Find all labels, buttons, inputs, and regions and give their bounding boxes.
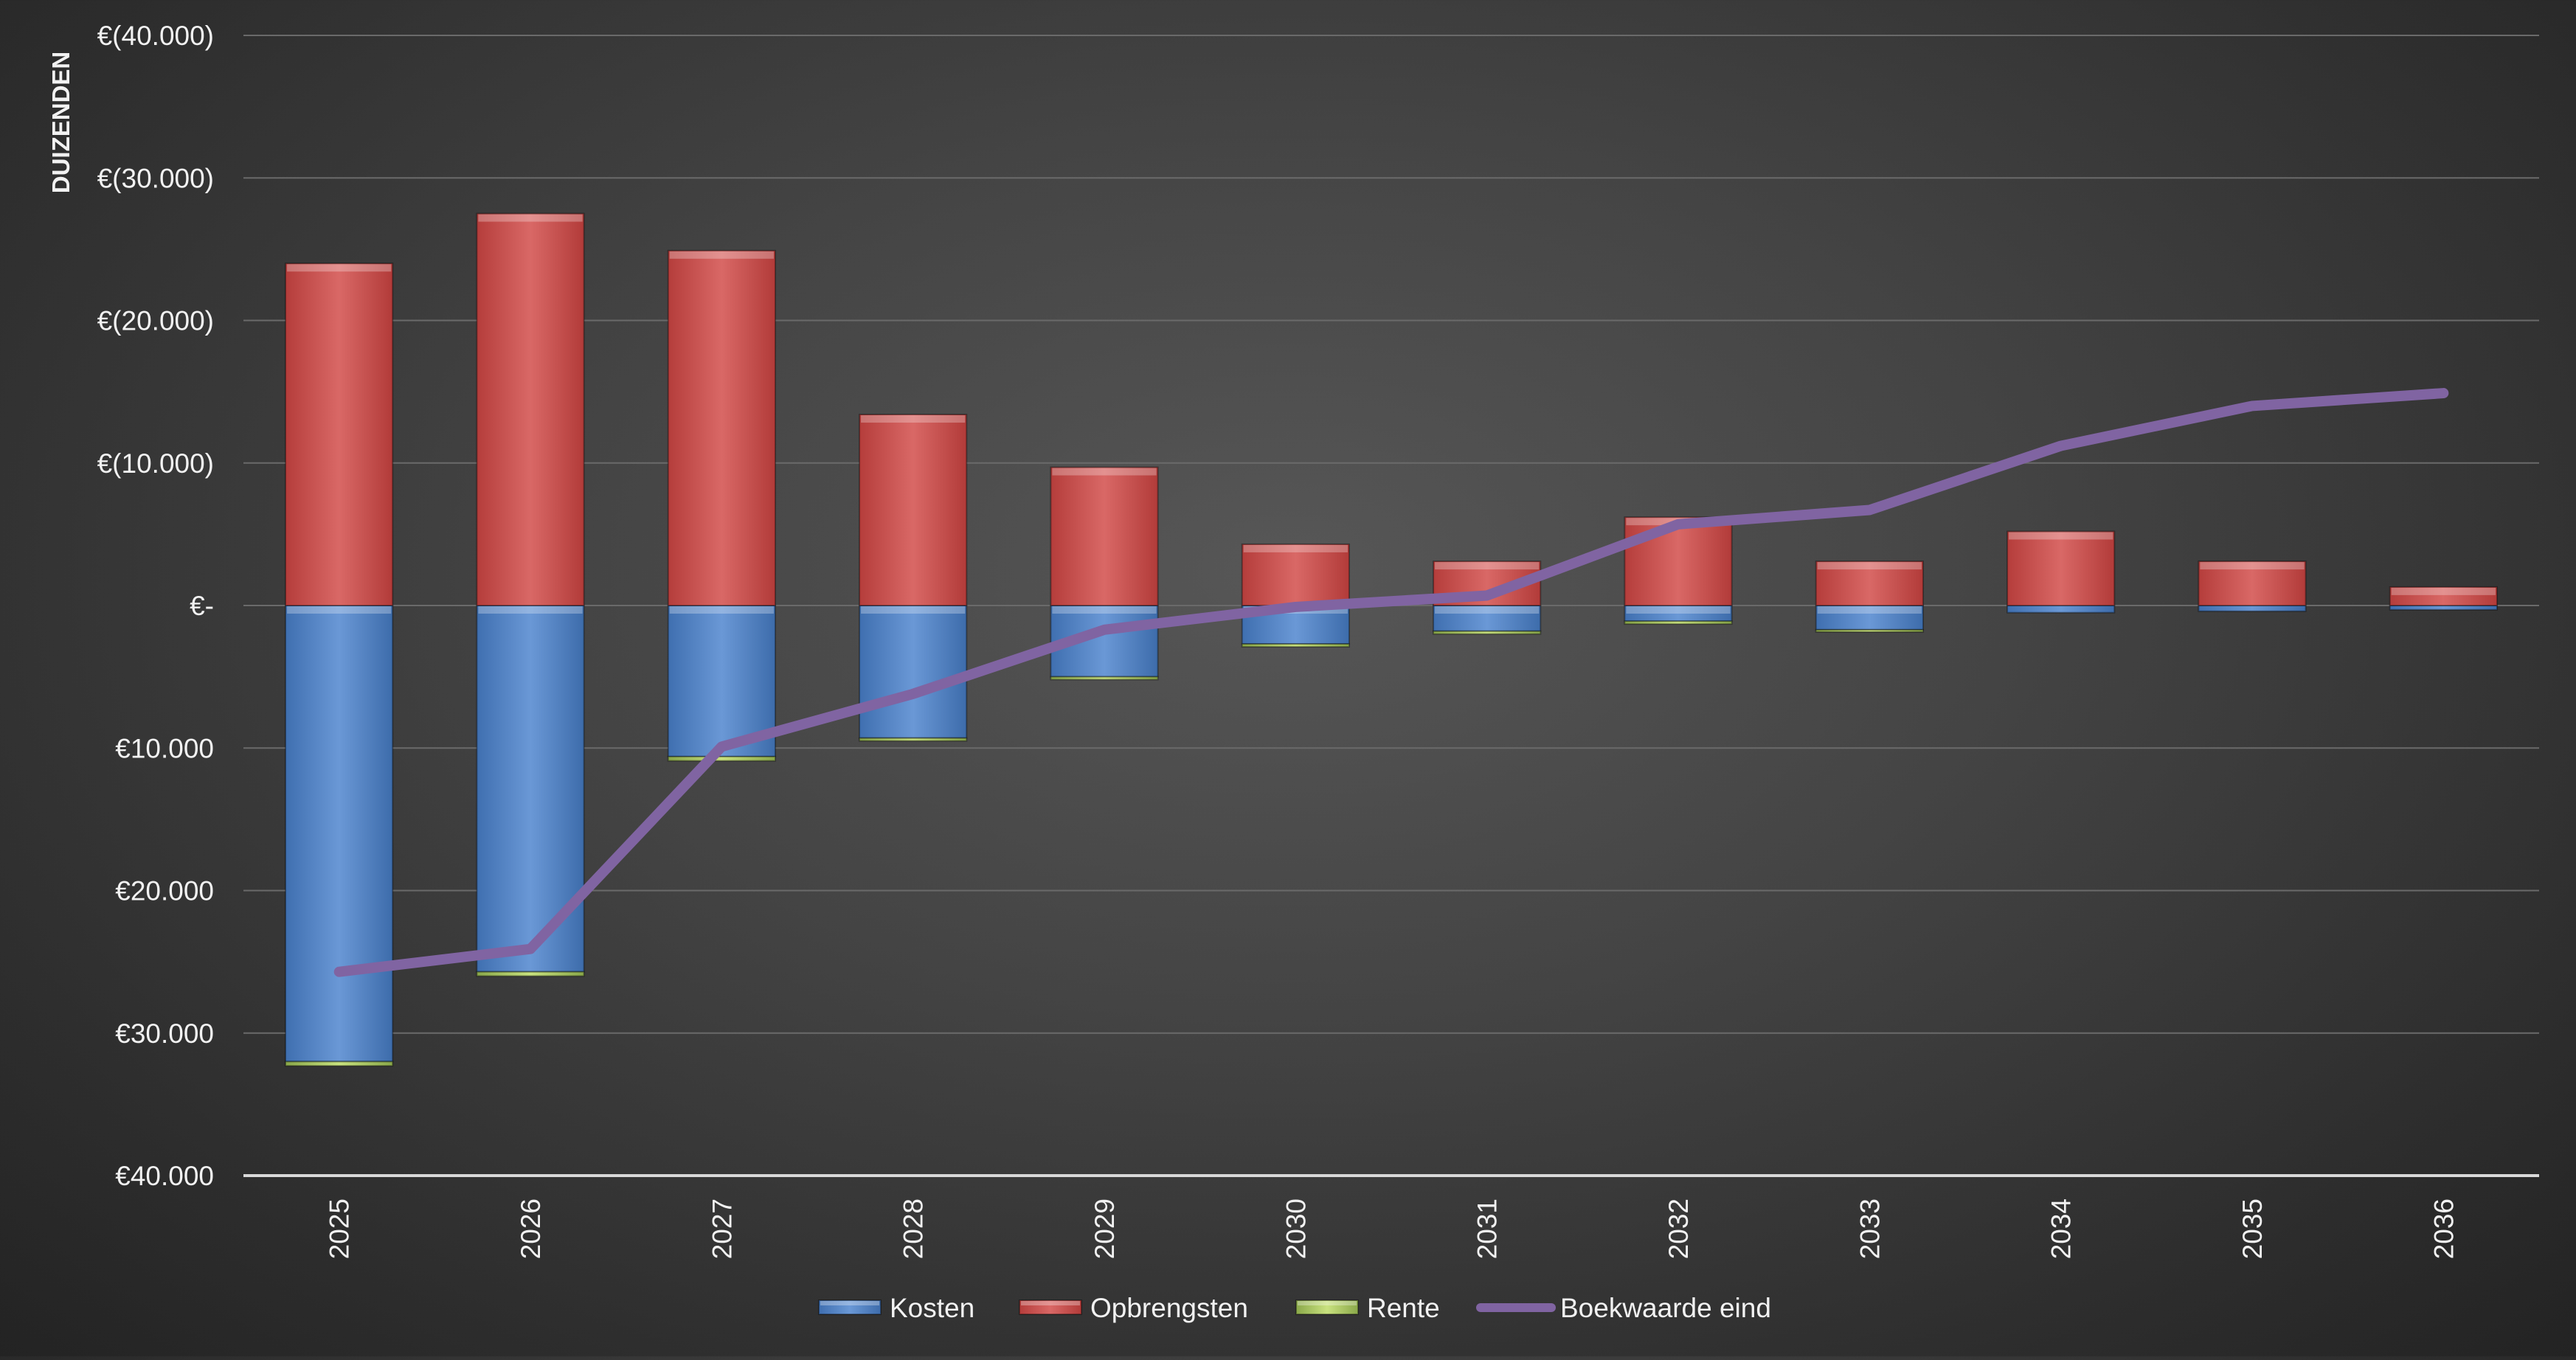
x-tick-label: 2030 — [1281, 1198, 1311, 1259]
x-tick-label: 2033 — [1855, 1198, 1885, 1259]
bar-highlight — [861, 606, 966, 614]
x-tick-label: 2026 — [516, 1198, 546, 1259]
bar-opbrengsten-2030 — [1241, 543, 1350, 607]
y-tick-label: €(40.000) — [97, 21, 214, 51]
bar-opbrengsten-2033 — [1815, 561, 1924, 607]
bar-opbrengsten-2028 — [859, 414, 968, 606]
bar-kosten-2027 — [667, 605, 776, 757]
line-series — [333, 388, 2449, 977]
bar-highlight — [1626, 606, 1731, 614]
legend-item-opbrengsten: Opbrengsten — [1019, 1293, 1248, 1323]
x-tick-label: 2032 — [1663, 1198, 1694, 1259]
bar-highlight — [2009, 532, 2113, 540]
line-boekwaarde-eind — [333, 388, 2449, 977]
bar-rente-2027 — [667, 755, 776, 762]
bar-highlight — [1052, 606, 1157, 614]
bar-rente-2030 — [1241, 643, 1350, 648]
bar-highlight — [1817, 562, 1922, 570]
bar-highlight — [287, 264, 392, 272]
bar-rente-2026 — [476, 971, 585, 977]
y-tick-label: €(30.000) — [97, 163, 214, 193]
y-tick-label: €40.000 — [115, 1161, 214, 1191]
bar-highlight — [478, 606, 583, 614]
bar-opbrengsten-2027 — [667, 249, 776, 606]
bar-kosten-2028 — [859, 605, 968, 739]
y-axis-title: DUIZENDEN — [47, 52, 75, 194]
bar-highlight — [287, 606, 392, 614]
y-tick-label: €30.000 — [115, 1019, 214, 1049]
x-tick-label: 2035 — [2237, 1198, 2268, 1259]
bars — [285, 212, 2498, 1067]
bar-highlight — [478, 214, 583, 222]
bar-highlight — [2200, 562, 2305, 570]
bar-opbrengsten-2032 — [1624, 516, 1733, 606]
bar-opbrengsten-2034 — [2007, 530, 2116, 607]
legend-swatch-highlight — [1021, 1301, 1080, 1305]
legend-swatch-highlight — [820, 1301, 879, 1305]
x-tick-label: 2034 — [2046, 1198, 2077, 1259]
bar-rente-2028 — [859, 737, 968, 742]
bar-highlight — [861, 415, 966, 423]
bar-kosten-2034 — [2007, 605, 2116, 614]
bar-highlight — [1052, 468, 1157, 476]
bar-opbrengsten-2029 — [1050, 466, 1159, 606]
bar-opbrengsten-2035 — [2198, 561, 2307, 607]
legend: Kosten Opbrengsten Rente Boekwaarde eind — [818, 1293, 1771, 1323]
bar-highlight — [1817, 606, 1922, 614]
bar-kosten-2026 — [476, 605, 585, 973]
bar-opbrengsten-2025 — [285, 263, 394, 606]
y-tick-label: €- — [190, 591, 214, 621]
legend-label: Opbrengsten — [1090, 1293, 1248, 1323]
bar-highlight — [1435, 606, 1540, 614]
legend-swatch — [1295, 1300, 1359, 1315]
legend-swatch — [818, 1300, 882, 1315]
bar-opbrengsten-2036 — [2389, 586, 2498, 607]
legend-item-boekwaarde-eind: Boekwaarde eind — [1476, 1293, 1771, 1323]
y-tick-label: €(20.000) — [97, 306, 214, 336]
bar-kosten-2025 — [285, 605, 394, 1063]
y-tick-label: €20.000 — [115, 876, 214, 906]
bar-kosten-2033 — [1815, 605, 1924, 631]
bar-highlight — [1435, 562, 1540, 570]
legend-swatch — [1019, 1300, 1082, 1315]
bar-highlight — [1243, 544, 1348, 552]
x-tick-label: 2028 — [899, 1198, 929, 1259]
axes: DUIZENDEN 2025 2026 2027 2028 2029 2030 2031 20… — [47, 52, 2459, 1260]
gridlines: €(40.000) €(30.000) €(20.000) €(10.000) €- €1… — [97, 21, 2539, 1191]
legend-label: Kosten — [890, 1293, 974, 1323]
y-tick-label: €10.000 — [115, 733, 214, 763]
x-tick-label: 2027 — [707, 1198, 737, 1259]
bar-kosten-2035 — [2198, 605, 2307, 612]
bar-opbrengsten-2026 — [476, 212, 585, 606]
x-tick-label: 2029 — [1090, 1198, 1120, 1259]
legend-label: Boekwaarde eind — [1560, 1293, 1771, 1323]
legend-label: Rente — [1367, 1293, 1440, 1323]
legend-item-kosten: Kosten — [818, 1293, 974, 1323]
y-tick-label: €(10.000) — [97, 448, 214, 479]
bar-rente-2033 — [1815, 628, 1924, 633]
x-tick-label: 2036 — [2428, 1198, 2459, 1259]
bar-rente-2025 — [285, 1061, 394, 1067]
bar-highlight — [669, 606, 774, 614]
bar-rente-2029 — [1050, 676, 1159, 681]
bar-rente-2031 — [1433, 630, 1542, 635]
bar-rente-2032 — [1624, 620, 1733, 625]
bar-highlight — [2391, 587, 2496, 595]
legend-swatch-highlight — [1298, 1301, 1357, 1305]
x-tick-label: 2025 — [325, 1198, 355, 1259]
x-tick-label: 2031 — [1472, 1198, 1503, 1259]
legend-item-rente: Rente — [1295, 1293, 1440, 1323]
bar-highlight — [669, 251, 774, 259]
